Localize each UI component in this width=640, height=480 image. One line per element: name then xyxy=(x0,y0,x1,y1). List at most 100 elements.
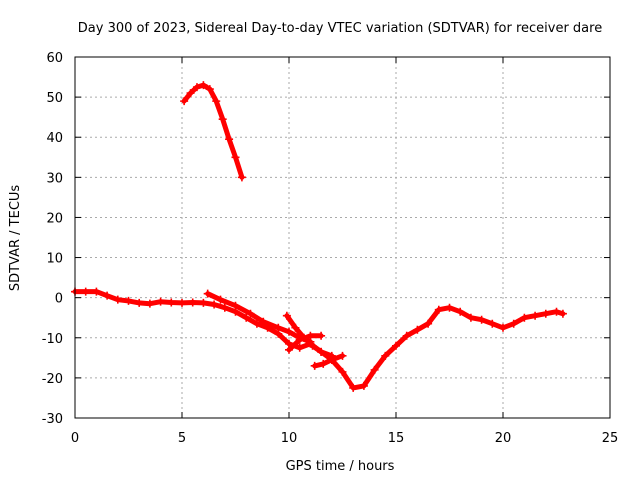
data-point xyxy=(520,313,529,322)
data-point xyxy=(282,311,291,320)
data-point xyxy=(291,323,300,332)
data-point xyxy=(156,297,165,306)
data-point xyxy=(434,305,443,314)
data-point xyxy=(499,323,507,332)
series-side-track-c xyxy=(310,351,347,370)
data-point xyxy=(124,296,133,305)
x-tick-label: 25 xyxy=(602,431,619,446)
grid-lines xyxy=(75,57,610,418)
data-point xyxy=(210,300,219,309)
x-tick-label: 5 xyxy=(178,431,186,446)
x-tick-label: 15 xyxy=(388,431,405,446)
plot-frame xyxy=(74,56,611,419)
data-point xyxy=(392,341,400,350)
data-point xyxy=(135,298,144,307)
x-axis-label: GPS time / hours xyxy=(286,459,395,474)
data-point xyxy=(338,367,347,376)
data-point xyxy=(558,309,567,318)
series-side-track-d xyxy=(285,331,326,354)
data-point xyxy=(413,325,422,334)
data-point xyxy=(113,295,122,304)
x-tick-label: 10 xyxy=(281,431,298,446)
data-point xyxy=(212,97,221,106)
x-tick-label: 0 xyxy=(71,431,79,446)
data-point xyxy=(317,331,326,340)
data-point xyxy=(81,287,90,296)
y-tick-label: 60 xyxy=(46,51,63,66)
data-point xyxy=(237,173,246,182)
y-tick-label: -30 xyxy=(42,412,63,427)
data-point xyxy=(188,298,197,307)
y-tick-label: 30 xyxy=(46,171,63,186)
data-point xyxy=(541,309,550,318)
data-point xyxy=(359,381,368,390)
data-point xyxy=(186,89,195,98)
series-main-track xyxy=(71,287,567,392)
data-point xyxy=(103,291,112,300)
data-point xyxy=(509,319,518,328)
data-point xyxy=(246,309,255,318)
data-point xyxy=(552,307,561,316)
series-line xyxy=(312,353,345,369)
data-point xyxy=(295,343,304,352)
data-point xyxy=(285,327,293,336)
series-line xyxy=(181,82,245,180)
data-point xyxy=(295,335,304,344)
series-line xyxy=(286,333,324,353)
data-point xyxy=(199,81,208,90)
series-line xyxy=(72,289,566,391)
data-point xyxy=(317,347,326,356)
data-point xyxy=(145,299,154,308)
data-point xyxy=(220,303,229,312)
chart-title: Day 300 of 2023, Sidereal Day-to-day VTE… xyxy=(78,21,602,36)
data-point xyxy=(203,289,212,298)
data-point xyxy=(424,319,433,328)
data-point xyxy=(192,83,201,92)
data-point xyxy=(338,351,347,360)
data-point xyxy=(488,319,497,328)
data-point xyxy=(370,365,379,374)
y-axis-label: SDTVAR / TECUs xyxy=(8,185,23,292)
data-point xyxy=(466,313,475,322)
series-line xyxy=(205,291,313,345)
data-point xyxy=(167,298,176,307)
data-point xyxy=(327,355,336,364)
data-point xyxy=(274,323,283,332)
data-point xyxy=(306,331,315,340)
data-point xyxy=(252,319,261,328)
data-point xyxy=(218,115,227,124)
data-point xyxy=(402,331,411,340)
y-tick-label: 20 xyxy=(46,211,63,226)
data-point xyxy=(178,298,186,307)
y-tick-label: 10 xyxy=(46,252,63,267)
data-point xyxy=(531,311,540,320)
data-series xyxy=(71,81,567,392)
data-point xyxy=(456,307,465,316)
y-tick-label: 50 xyxy=(46,91,63,106)
data-point xyxy=(205,85,214,94)
y-tick-label: -20 xyxy=(42,372,63,387)
series-upper-arc xyxy=(180,81,246,182)
data-point xyxy=(231,153,240,162)
y-tick-label: 0 xyxy=(55,292,63,307)
data-point xyxy=(242,313,251,322)
data-point xyxy=(477,315,486,324)
data-point xyxy=(180,97,189,106)
data-point xyxy=(349,383,358,392)
data-point xyxy=(92,287,101,296)
data-point xyxy=(259,317,268,326)
data-point xyxy=(310,361,319,370)
y-tick-label: -10 xyxy=(42,332,63,347)
data-point xyxy=(319,359,328,368)
axes: 0 5 10 15 20 25 -30 -20 -10 0 10 20 30 40 50 60 xyxy=(42,51,619,446)
data-point xyxy=(445,303,454,312)
x-tick-label: 20 xyxy=(495,431,512,446)
data-point xyxy=(285,345,293,354)
data-point xyxy=(199,298,208,307)
data-point xyxy=(381,351,390,360)
y-tick-label: 40 xyxy=(46,131,63,146)
data-point xyxy=(225,135,234,144)
data-point xyxy=(308,341,317,350)
data-point xyxy=(231,301,240,310)
